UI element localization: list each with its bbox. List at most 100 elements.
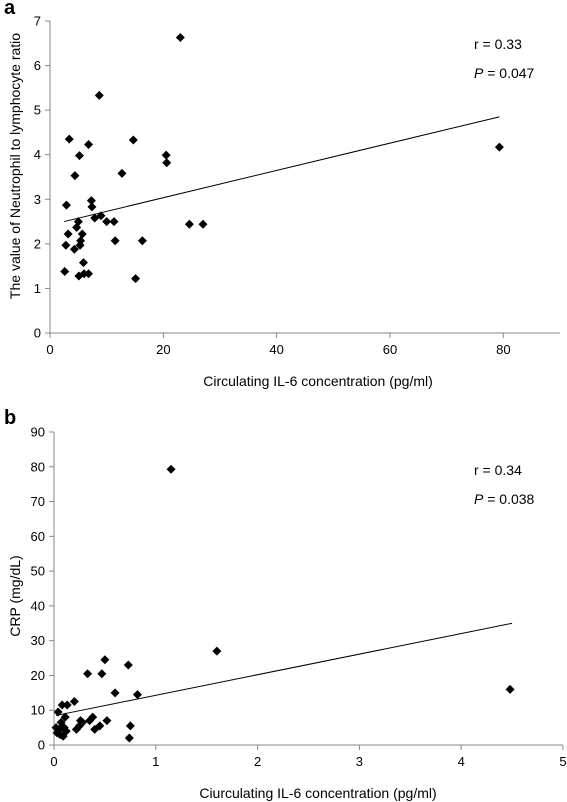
panel-b-x-tick-label: 0 (50, 754, 57, 769)
panel-a-data-point (78, 258, 88, 268)
panel-a-data-point (94, 90, 104, 100)
panel-a-data-point (61, 200, 71, 210)
panel-a-label: a (4, 0, 16, 19)
panel-b-data-point (95, 721, 105, 731)
panel-a-data-point (109, 217, 119, 227)
panel-a-data-point (175, 32, 185, 42)
panel-a-data-point (117, 168, 127, 178)
panel-a-data-point (79, 269, 89, 279)
panel-a-data-point (70, 171, 80, 181)
panel-b-y-tick-label: 90 (31, 425, 45, 440)
panel-b-y-axis-label: CRP (mg/dL) (7, 555, 23, 636)
panel-a-points (60, 32, 504, 284)
panel-a-data-point (61, 240, 71, 250)
panel-a-data-point (96, 211, 106, 221)
panel-a-data-point (63, 229, 73, 239)
panel-b-y-tick-label: 60 (31, 529, 45, 544)
panel-a-x-tick-label: 40 (269, 342, 283, 357)
panel-b-data-point (83, 669, 93, 679)
panel-b-y-tick-label: 10 (31, 703, 45, 718)
panel-a-x-tick-label: 60 (383, 342, 397, 357)
panel-b-y-tick-label: 40 (31, 598, 45, 613)
panel-b-data-point (58, 731, 68, 741)
panel-a-y-tick-label: 0 (34, 326, 41, 341)
panel-a-y-axis-label: The value of Neutrophil to lymphocyte ra… (7, 33, 23, 299)
panel-b-data-point (505, 684, 515, 694)
panel-b-trendline-line (55, 622, 513, 716)
panel-a-data-point (102, 217, 112, 227)
panel-b-y-tick-label: 20 (31, 668, 45, 683)
panel-a-data-point (64, 134, 74, 144)
panel-b-p-value: P = 0.038 (474, 491, 535, 507)
panel-a-x-tick-label: 0 (46, 342, 53, 357)
panel-b-data-point (69, 697, 79, 707)
panel-b-data-point (166, 464, 176, 474)
panel-b-x-tick-label: 3 (356, 754, 363, 769)
panel-b-data-point (100, 655, 110, 665)
panel-a-x-tick-label: 80 (496, 342, 510, 357)
panel-a-data-point (77, 229, 87, 239)
panel-b-y-tick-label: 0 (38, 738, 45, 753)
panel-a-p-value: P = 0.047 (474, 65, 535, 81)
panel-a-data-point (84, 139, 94, 149)
panel-b-x-axis-label: Ciurculating IL-6 concentration (pg/ml) (199, 785, 436, 801)
panel-a-trendline-line (64, 116, 500, 223)
panel-b-data-point (123, 660, 133, 670)
panel-a-x-tick-label: 20 (156, 342, 170, 357)
panel-b-x-tick-label: 1 (152, 754, 159, 769)
panel-b-data-point (78, 717, 88, 727)
panel-a-y-tick-label: 7 (34, 14, 41, 29)
panel-a-data-point (74, 151, 84, 161)
panel-a-data-point (86, 196, 96, 206)
panel-a-data-point (494, 142, 504, 152)
panel-b-data-point (102, 716, 112, 726)
panel-a-data-point (69, 244, 79, 254)
panel-a-data-point (161, 150, 171, 160)
panel-b-x-tick-label: 5 (559, 754, 566, 769)
panel-a-trendline (64, 116, 500, 223)
panel-a-x-axis-label: Circulating IL-6 concentration (pg/ml) (203, 373, 433, 389)
panel-b-data-point (124, 733, 134, 743)
panel-a-y-tick-label: 4 (34, 147, 41, 162)
panel-b-chart: b 0 10 20 30 40 50 60 70 80 90 0 1 2 3 4 5 Ciurculating… (4, 407, 567, 801)
panel-a-chart: a 0 1 2 3 4 5 6 7 0 20 40 60 80 Circulating IL-6 con… (4, 0, 560, 389)
panel-b-x-tick-label: 4 (458, 754, 465, 769)
panel-b-data-point (88, 712, 98, 722)
panel-b-data-point (57, 700, 67, 710)
panel-a-data-point (60, 266, 70, 276)
panel-a-y-tick-label: 1 (34, 281, 41, 296)
panel-a-y-tick-label: 3 (34, 192, 41, 207)
panel-b-data-point (60, 712, 70, 722)
panel-a-y-tick-label: 2 (34, 236, 41, 251)
panel-b-x-tick-label: 2 (254, 754, 261, 769)
panel-a-y-tick-label: 6 (34, 58, 41, 73)
panel-b-data-point (110, 688, 120, 698)
panel-b-y-tick-label: 50 (31, 564, 45, 579)
panel-a-y-tick-label: 5 (34, 103, 41, 118)
panel-a-data-point (137, 236, 147, 246)
panel-b-axes: 0 10 20 30 40 50 60 70 80 90 0 1 2 3 4 5 (31, 425, 567, 770)
panel-a-data-point (84, 269, 94, 279)
panel-b-y-tick-label: 70 (31, 494, 45, 509)
panel-b-data-point (61, 726, 71, 736)
panel-a-data-point (131, 274, 141, 284)
panel-b-label: b (4, 407, 16, 429)
panel-b-y-tick-label: 80 (31, 459, 45, 474)
panel-a-data-point (184, 219, 194, 229)
panel-a-data-point (87, 202, 97, 212)
panel-a-axes: 0 1 2 3 4 5 6 7 0 20 40 60 80 (34, 14, 560, 357)
panel-b-r-value: r = 0.34 (474, 462, 522, 478)
panel-a-data-point (162, 158, 172, 168)
panel-b-points (51, 464, 515, 743)
panel-b-data-point (132, 690, 142, 700)
panel-b-data-point (62, 700, 72, 710)
panel-a-r-value: r = 0.33 (474, 36, 522, 52)
panel-b-y-tick-label: 30 (31, 633, 45, 648)
panel-b-data-point (125, 721, 135, 731)
panel-a-data-point (198, 219, 208, 229)
panel-b-data-point (97, 669, 107, 679)
panel-a-data-point (128, 135, 138, 145)
panel-b-trendline (55, 622, 513, 716)
panel-a-data-point (110, 236, 120, 246)
